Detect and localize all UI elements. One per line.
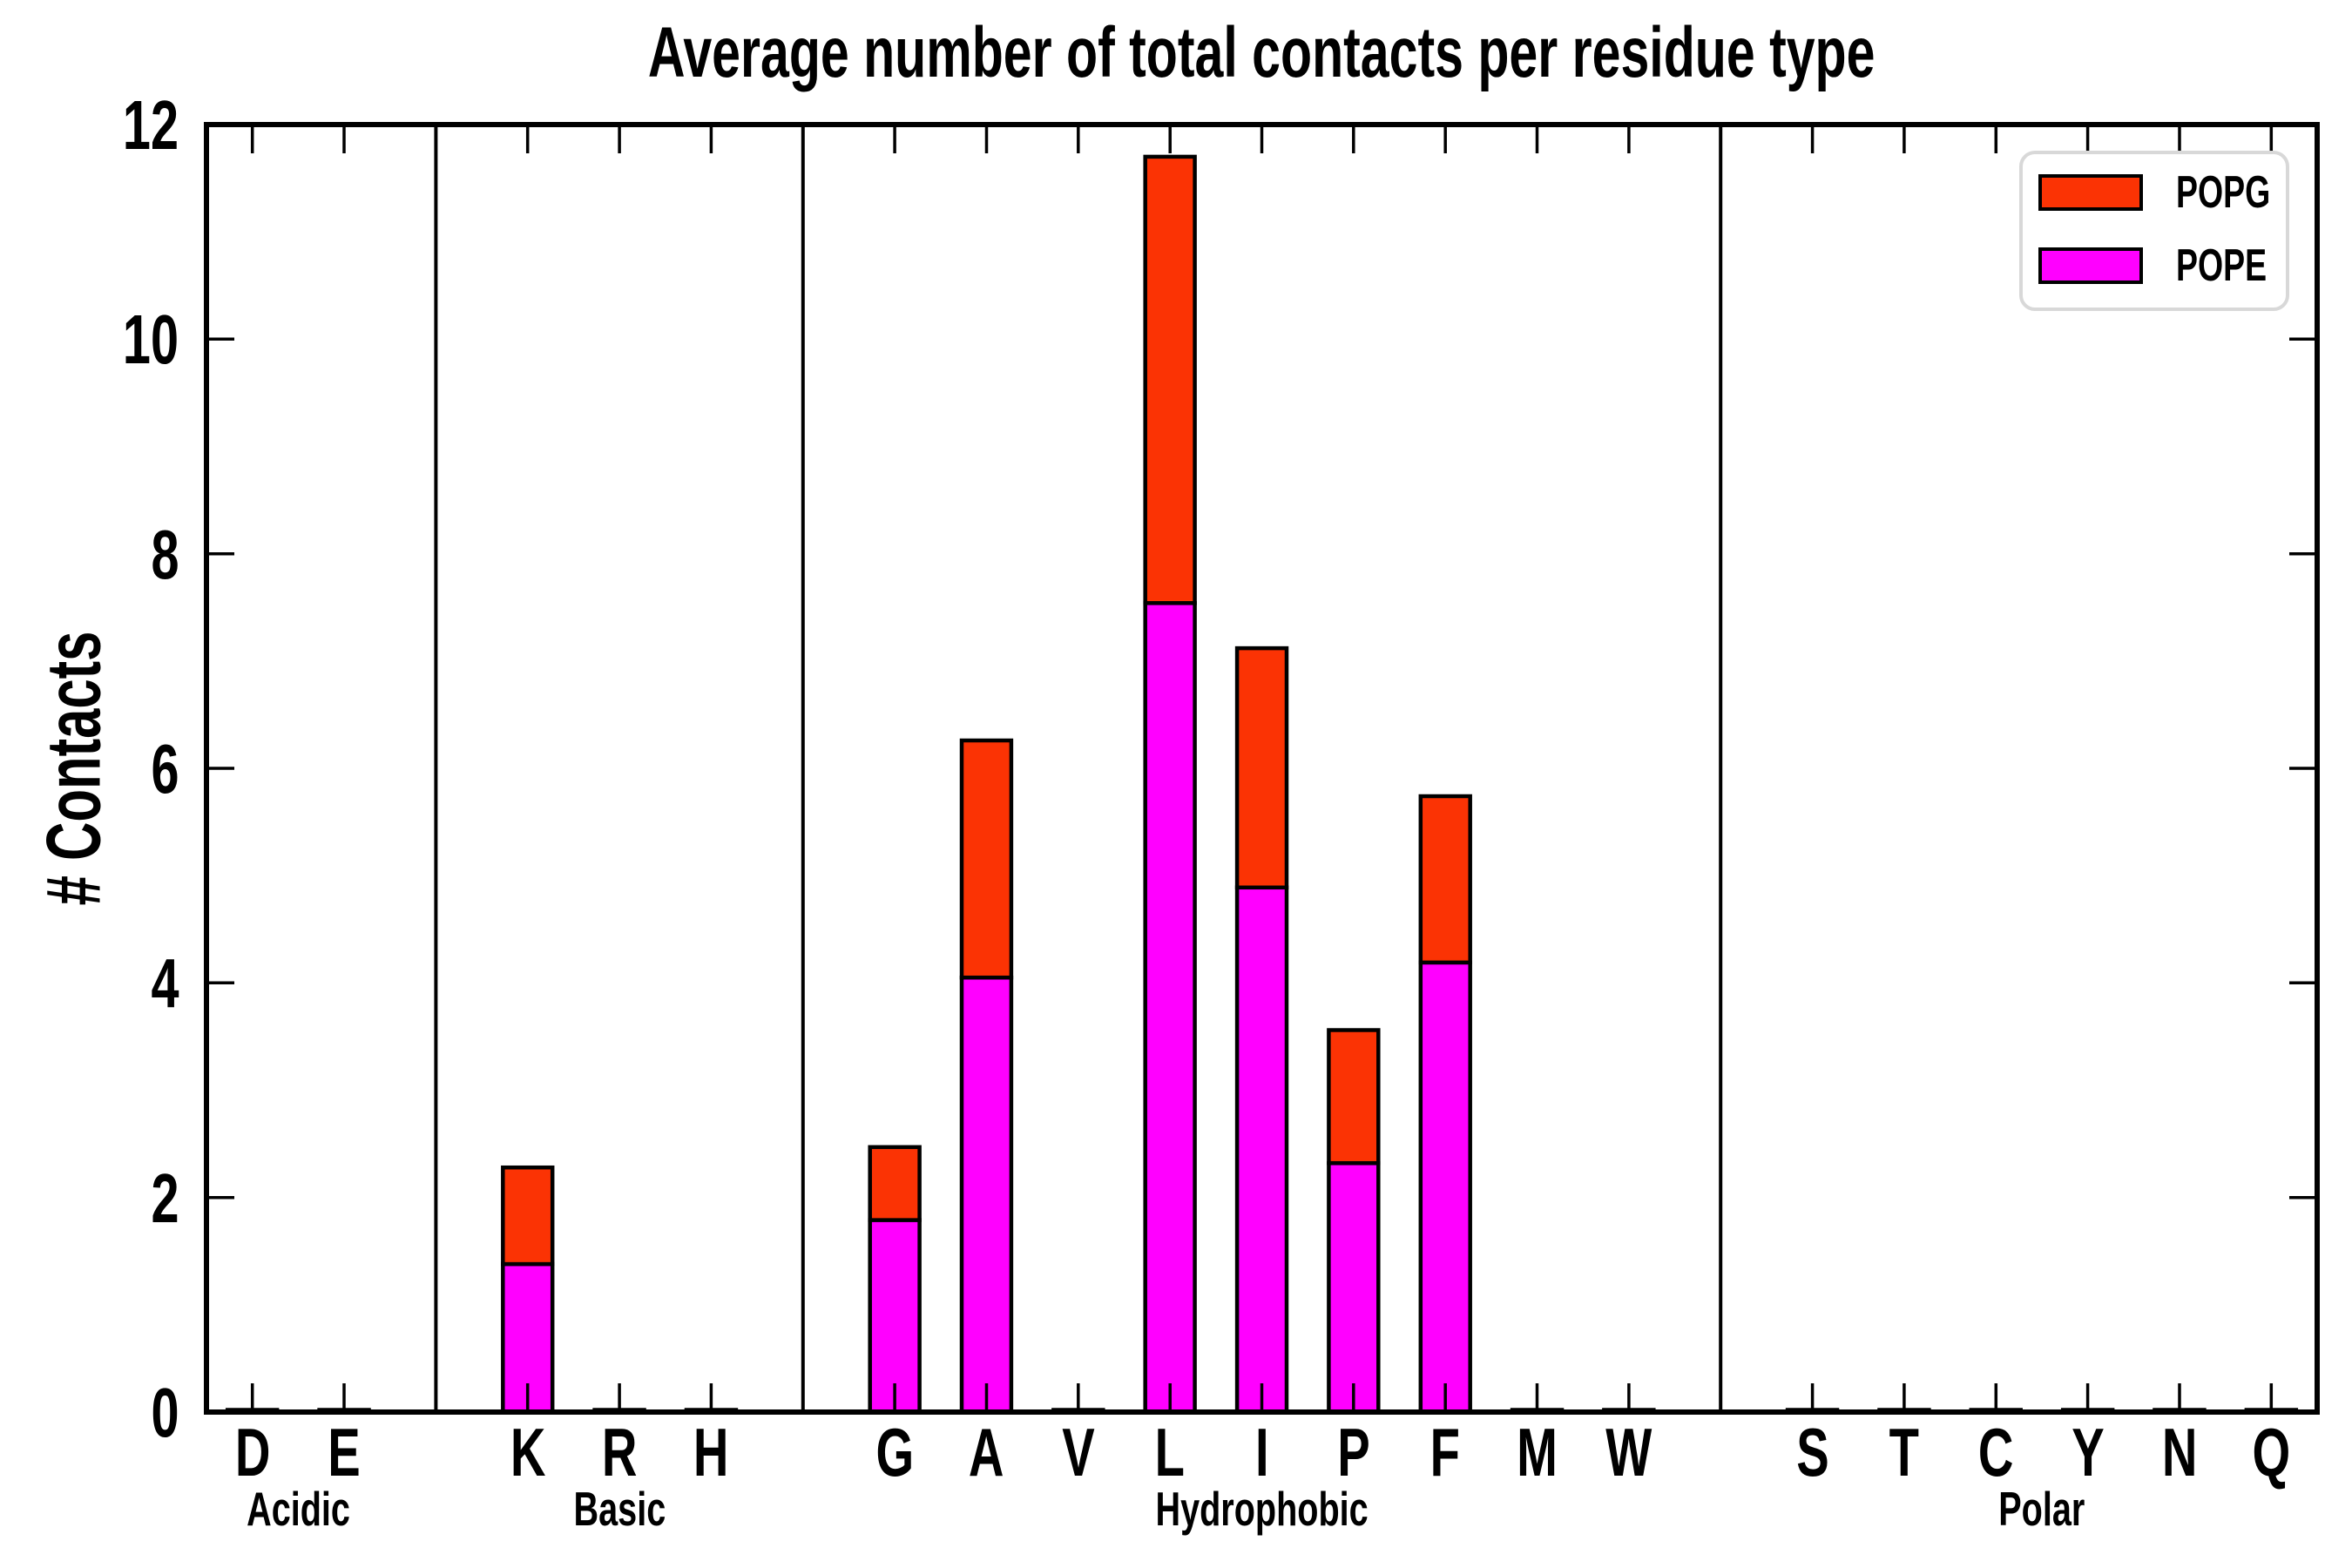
x-tick-label-V: V	[1062, 1414, 1095, 1490]
legend: POPG POPE	[2019, 151, 2289, 311]
bar-I-POPE	[1234, 885, 1289, 1415]
x-tick-label-H: H	[693, 1414, 729, 1490]
x-group-label-acidic: Acidic	[246, 1482, 350, 1536]
bar-G-POPE	[868, 1218, 922, 1415]
plot-frame	[204, 122, 2320, 1415]
bar-F-POPG	[1418, 794, 1472, 965]
y-tick-label-10: 10	[122, 301, 179, 379]
chart-title-wrap: Average number of total contacts per res…	[206, 13, 2317, 92]
legend-label-pope: POPE	[2176, 240, 2268, 291]
y-tick-label-0: 0	[150, 1374, 179, 1451]
x-tick-label-L: L	[1154, 1414, 1186, 1490]
x-tick-label-P: P	[1337, 1414, 1370, 1490]
y-tick-label-4: 4	[150, 944, 179, 1023]
bar-A-POPE	[959, 975, 1014, 1415]
y-tick-label-12: 12	[122, 86, 179, 164]
x-tick-label-C: C	[1977, 1414, 2014, 1490]
bar-G-POPG	[868, 1145, 922, 1222]
legend-label-popg: POPG	[2176, 167, 2271, 218]
bars	[225, 154, 2299, 1415]
legend-swatch-pope	[2038, 247, 2143, 284]
x-group-label-polar: Polar	[1998, 1482, 2085, 1536]
x-tick-label-T: T	[1889, 1414, 1920, 1490]
x-tick-label-D: D	[234, 1414, 270, 1490]
chart-title: Average number of total contacts per res…	[648, 13, 1876, 92]
x-tick-label-Y: Y	[2071, 1414, 2105, 1490]
x-tick-label-W: W	[1605, 1414, 1652, 1490]
y-tick-label-8: 8	[150, 515, 179, 593]
bar-I-POPG	[1234, 645, 1289, 890]
legend-item-popg: POPG	[2023, 166, 2307, 219]
bar-L-POPG	[1143, 154, 1197, 605]
x-tick-label-F: F	[1430, 1414, 1461, 1490]
x-tick-label-M: M	[1517, 1414, 1558, 1490]
bar-P-POPE	[1327, 1161, 1381, 1415]
x-tick-label-R: R	[601, 1414, 638, 1490]
y-axis-label: # Contacts	[31, 632, 117, 906]
bar-F-POPE	[1418, 960, 1472, 1415]
legend-swatch-popg	[2038, 174, 2143, 211]
bar-P-POPG	[1327, 1028, 1381, 1166]
bar-A-POPG	[959, 738, 1014, 980]
y-tick-label-6: 6	[150, 730, 179, 808]
x-tick-label-N: N	[2161, 1414, 2198, 1490]
x-tick-label-S: S	[1795, 1414, 1829, 1490]
y-tick-label-2: 2	[150, 1159, 179, 1237]
x-tick-label-I: I	[1254, 1414, 1269, 1490]
group-divider-lines	[434, 125, 1723, 1412]
x-tick-label-K: K	[510, 1414, 545, 1490]
x-tick-label-G: G	[875, 1414, 914, 1490]
x-group-label-hydrophobic: Hydrophobic	[1155, 1482, 1369, 1536]
legend-item-pope: POPE	[2023, 240, 2302, 292]
x-tick-label-A: A	[969, 1414, 1004, 1490]
x-tick-label-Q: Q	[2252, 1414, 2291, 1490]
x-group-label-basic: Basic	[573, 1482, 666, 1536]
bar-K-POPG	[501, 1165, 555, 1267]
x-tick-label-E: E	[328, 1414, 361, 1490]
bar-L-POPE	[1143, 601, 1197, 1415]
